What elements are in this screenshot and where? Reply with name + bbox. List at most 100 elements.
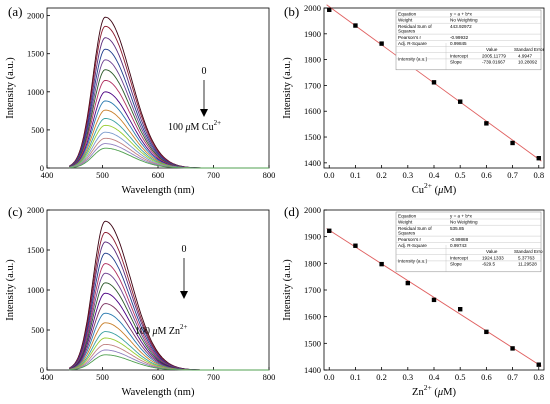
x-tick-label-d: 0.0 — [324, 372, 335, 382]
stats-rss-label: Residual Sum of — [398, 24, 432, 29]
data-point-b — [484, 121, 489, 126]
x-axis-label-c: Wavelength (nm) — [122, 387, 195, 398]
x-axis-label-ion: Cu — [412, 185, 425, 196]
stats-intercept-label: Intercept — [450, 255, 469, 260]
panel-label-d: (d) — [284, 204, 299, 219]
x-axis-label-a: Wavelength (nm) — [122, 185, 195, 196]
spectrum-line-a-8 — [69, 100, 269, 169]
x-axis-label-paren: ( — [432, 387, 439, 398]
x-tick-label-b: 0.0 — [324, 170, 335, 180]
x-axis-label-unit: M) — [443, 185, 456, 196]
x-axis-label-ion: Zn — [412, 387, 424, 398]
data-point-d — [510, 346, 515, 351]
spectrum-line-c-5 — [69, 272, 269, 371]
data-point-d — [457, 307, 463, 312]
panel-label-a: (a) — [8, 4, 22, 19]
y-tick-label-c: 1500 — [27, 245, 44, 255]
x-axis-label-d: Zn2+ (μM) — [412, 383, 456, 398]
axes-frame-a — [46, 7, 270, 169]
x-tick-label-b: 0.4 — [429, 170, 440, 180]
annot-bottom-a: 100 μM Cu2+ — [168, 119, 221, 133]
stats-weight-label: Weight — [398, 18, 413, 23]
data-point-d — [536, 362, 541, 367]
spectrum-line-c-2 — [69, 241, 269, 371]
y-axis-label-a: Intensity (a.u.) — [5, 57, 16, 119]
x-tick-label-d: 0.5 — [455, 372, 466, 382]
y-tick-label-c: 1000 — [27, 285, 44, 295]
panel-label-c: (c) — [8, 204, 22, 219]
x-tick-label-c: 500 — [96, 372, 109, 382]
plot-area-d: 0.0 0.1 0.2 0.3 0.4 0.5 0.6 0.7 0.8 1400 1500 1600 1… — [282, 205, 545, 398]
panel-d: (d) 0.0 0.1 0.2 0.3 0.4 0.5 0.6 0.7 0.8 1400 1500 1… — [282, 204, 545, 398]
panel-c: (c) 400 500 600 700 800 0 500 1000 1500 2000 Inten… — [5, 204, 275, 398]
x-tick-label-b: 0.3 — [402, 170, 413, 180]
data-point-b — [536, 155, 541, 161]
stats-weight-label: Weight — [398, 220, 413, 225]
stats-pearson-value: -0.99932 — [450, 35, 469, 40]
stats-rss-label: Residual Sum of — [398, 226, 432, 231]
spectrum-line-c-4 — [69, 263, 269, 371]
x-tick-label-b: 0.7 — [507, 170, 518, 180]
x-tick-label-c: 400 — [41, 372, 54, 382]
stats-weight-value: No Weighting — [450, 220, 478, 225]
x-axis-label-paren: ( — [432, 185, 439, 196]
data-point-d — [405, 280, 411, 286]
x-tick-label-a: 500 — [96, 170, 109, 180]
stats-intercept-value: 1924.1333 — [482, 255, 504, 260]
arrow-head-c — [180, 291, 188, 299]
y-tick-label-b: 1700 — [304, 80, 321, 90]
y-tick-label-c: 0 — [40, 365, 44, 375]
x-axis-label-mu: μ — [437, 387, 443, 398]
data-point-b — [510, 140, 515, 146]
y-tick-label-d: 2000 — [304, 205, 321, 215]
annot-top-a: 0 — [202, 66, 207, 77]
stats-adjr-label: Adj. R-Square — [398, 41, 427, 46]
data-point-d — [353, 243, 358, 248]
data-point-b — [379, 41, 384, 46]
y-axis-label-c: Intensity (a.u.) — [5, 259, 16, 321]
x-tick-label-d: 0.3 — [402, 372, 413, 382]
x-tick-label-d: 0.1 — [350, 372, 361, 382]
stats-col-error-header: Standard Error — [514, 47, 545, 52]
stats-rss-label-2: Squares — [398, 29, 416, 34]
x-tick-label-a: 600 — [152, 170, 165, 180]
stats-rss-label-2: Squares — [398, 231, 416, 236]
x-axis-label-sup: 2+ — [424, 181, 432, 190]
x-tick-label-c: 700 — [207, 372, 220, 382]
spectrum-line-a-9 — [69, 109, 269, 169]
x-tick-label-c: 600 — [152, 372, 165, 382]
spectrum-line-a-5 — [69, 69, 269, 169]
stats-adjr-value: 0.99743 — [450, 243, 467, 248]
y-tick-label-b: 1600 — [304, 106, 321, 116]
x-tick-label-a: 400 — [41, 170, 54, 180]
stats-col-error-header: Standard Erro — [514, 249, 543, 254]
stats-pearson-label: Pearson's r — [398, 35, 422, 40]
stats-intercept-label: Intercept — [450, 53, 469, 58]
spectrum-line-c-15 — [69, 354, 269, 371]
panel-b: (b) 0.0 0.1 0.2 0.3 0.4 0.5 0.6 0.7 0.8 1400 1500 1… — [282, 3, 545, 196]
fit-stats-table-d: Equation y = a + b*x Weight No Weighting Res… — [395, 211, 543, 273]
spectrum-line-a-15 — [69, 147, 269, 169]
stats-slope-label: Slope — [450, 60, 462, 65]
data-point-b — [457, 99, 463, 104]
stats-pearson-value: -0.99888 — [450, 237, 469, 242]
stats-table-box — [395, 9, 542, 71]
x-tick-label-d: 0.6 — [481, 372, 492, 382]
axes-frame-c — [46, 209, 270, 371]
x-tick-label-b: 0.1 — [350, 170, 361, 180]
fit-line-d — [326, 228, 542, 367]
y-tick-label-a: 2000 — [27, 11, 44, 21]
x-tick-label-a: 700 — [207, 170, 220, 180]
stats-intercept-error: 5.37763 — [518, 255, 535, 260]
y-tick-label-d: 1800 — [304, 258, 321, 268]
stats-equation-label: Equation — [398, 214, 417, 219]
fit-stats-table-b: Equation y = a + b*x Weight No Weighting Res… — [395, 9, 545, 71]
spectrum-line-a-4 — [69, 59, 269, 169]
arrow-head-a — [200, 109, 208, 117]
panel-label-b: (b) — [284, 4, 299, 19]
spectrum-line-a-2 — [69, 37, 269, 169]
x-axis-label-sup: 2+ — [424, 383, 432, 392]
y-tick-label-a: 1000 — [27, 87, 44, 97]
panel-a: (a) 400 500 600 700 800 0 500 1000 1500 2000 Inten… — [5, 4, 275, 196]
stats-adjr-label: Adj. R-Square — [398, 243, 427, 248]
